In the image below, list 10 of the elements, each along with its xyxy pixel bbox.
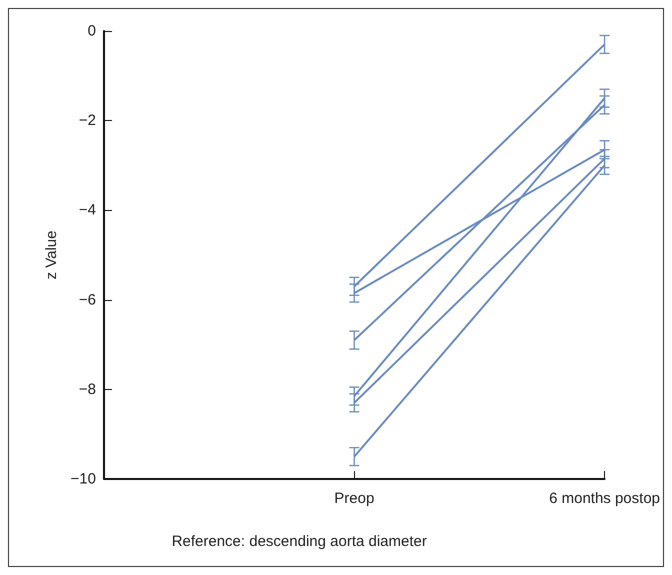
y-tick-label: −4 xyxy=(78,202,96,219)
y-tick-label: −6 xyxy=(78,291,96,308)
y-tick-label: 0 xyxy=(88,22,96,40)
y-tick-label: −8 xyxy=(78,380,96,398)
x-tick-label: Preop xyxy=(334,490,374,507)
y-axis-title: z Value xyxy=(43,230,60,280)
y-tick-label: −2 xyxy=(78,112,96,130)
y-tick-label: −10 xyxy=(70,470,96,488)
x-tick-label: 6 months postop xyxy=(549,490,660,507)
x-axis-title: Reference: descending aorta diameter xyxy=(172,533,427,550)
